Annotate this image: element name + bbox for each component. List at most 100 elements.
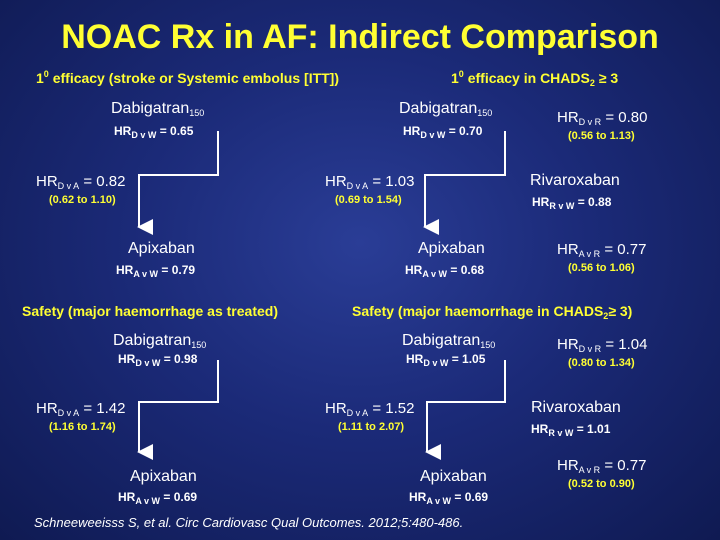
hr-value: = 0.88 [574, 195, 612, 209]
hr-prefix: HR [406, 352, 424, 366]
ci-dvr: (0.80 to 1.34) [568, 357, 635, 369]
citation: Schneeweeisss S, et al. Circ Cardiovasc … [34, 515, 464, 530]
hr-prefix: HR [532, 195, 550, 209]
section-text: ≥ 3 [594, 70, 619, 86]
arrow-saf-right [425, 360, 506, 460]
hr-sub: D v A [57, 408, 80, 418]
hr-value: = 1.01 [573, 422, 611, 436]
hr-sub: A v R [578, 249, 601, 259]
hr-value: = 0.65 [156, 124, 194, 138]
drug-name: Dabigatran [113, 332, 192, 349]
hr-value: = 0.82 [79, 173, 126, 190]
hr-prefix: HR [114, 124, 132, 138]
hr-prefix: HR [325, 173, 347, 190]
hr-prefix: HR [118, 352, 136, 366]
ci-dva: (1.16 to 1.74) [49, 421, 116, 433]
hr-dvw: HRD v W = 0.65 [114, 124, 193, 140]
hr-prefix: HR [557, 109, 579, 126]
drug-name: Dabigatran [399, 100, 478, 117]
hr-dva: HRD v A = 1.03 [325, 173, 414, 191]
hr-value: = 0.70 [445, 124, 483, 138]
section-safety-left: Safety (major haemorrhage as treated) [22, 303, 278, 319]
section-text: Safety (major haemorrhage in CHADS [352, 303, 604, 319]
hr-sub: D v W [131, 130, 157, 140]
hr-value: = 1.05 [448, 352, 486, 366]
arrow-saf-left [137, 360, 219, 460]
drug-dose: 150 [477, 108, 493, 118]
hr-prefix: HR [325, 400, 347, 417]
drug-dose: 150 [189, 108, 205, 118]
arrow-eff-left [137, 131, 219, 235]
section-sup: 0 [458, 69, 464, 79]
hr-value: = 0.68 [447, 263, 485, 277]
dabigatran-label: Dabigatran150 [111, 100, 204, 118]
hr-sub: D v A [57, 181, 80, 191]
hr-value: = 0.77 [600, 457, 647, 474]
hr-dva: HRD v A = 1.42 [36, 400, 125, 418]
hr-prefix: HR [557, 336, 579, 353]
hr-value: = 1.03 [368, 173, 415, 190]
hr-sub: R v W [548, 428, 574, 438]
hr-prefix: HR [36, 173, 58, 190]
hr-sub: A v W [426, 496, 452, 506]
apixaban-label: Apixaban [420, 468, 487, 485]
arrow-eff-right [423, 131, 506, 235]
section-safety-right: Safety (major haemorrhage in CHADS2≥ 3) [352, 303, 632, 321]
hr-sub: A v W [422, 269, 448, 279]
ci-avr: (0.52 to 0.90) [568, 478, 635, 490]
hr-dvr: HRD v R = 1.04 [557, 336, 647, 354]
hr-dvw: HRD v W = 0.70 [403, 124, 482, 140]
hr-prefix: HR [118, 490, 136, 504]
hr-value: = 0.98 [160, 352, 198, 366]
hr-sub: R v W [549, 201, 575, 211]
hr-dva: HRD v A = 1.52 [325, 400, 414, 418]
hr-sub: A v W [133, 269, 159, 279]
hr-value: = 0.80 [601, 109, 648, 126]
hr-avr: HRA v R = 0.77 [557, 457, 646, 475]
section-text: 1 [36, 70, 44, 86]
hr-dvw: HRD v W = 1.05 [406, 352, 485, 368]
hr-value: = 1.04 [601, 336, 648, 353]
section-text: efficacy (stroke or Systemic embolus [IT… [48, 70, 340, 86]
hr-dvw: HRD v W = 0.98 [118, 352, 197, 368]
apixaban-label: Apixaban [128, 240, 195, 257]
drug-name: Dabigatran [111, 100, 190, 117]
hr-avw: HRA v W = 0.69 [409, 490, 488, 506]
hr-rvw: HRR v W = 1.01 [531, 422, 610, 438]
page-title: NOAC Rx in AF: Indirect Comparison [61, 18, 659, 56]
hr-prefix: HR [405, 263, 423, 277]
dabigatran-label: Dabigatran150 [402, 332, 495, 350]
hr-prefix: HR [557, 241, 579, 258]
section-text: 1 [451, 70, 459, 86]
hr-value: = 0.69 [160, 490, 198, 504]
hr-value: = 1.52 [368, 400, 415, 417]
hr-sub: D v A [346, 408, 369, 418]
section-sub: 2 [603, 311, 609, 321]
apixaban-label: Apixaban [418, 240, 485, 257]
hr-value: = 0.69 [451, 490, 489, 504]
drug-dose: 150 [480, 340, 496, 350]
hr-prefix: HR [531, 422, 549, 436]
hr-rvw: HRR v W = 0.88 [532, 195, 611, 211]
hr-sub: D v W [420, 130, 446, 140]
section-efficacy-left: 10 efficacy (stroke or Systemic embolus … [36, 69, 339, 86]
hr-dva: HRD v A = 0.82 [36, 173, 125, 191]
ci-dva: (1.11 to 2.07) [338, 421, 405, 433]
ci-dvr: (0.56 to 1.13) [568, 130, 635, 142]
hr-sub: D v W [135, 358, 161, 368]
dabigatran-label: Dabigatran150 [399, 100, 492, 118]
hr-avw: HRA v W = 0.69 [118, 490, 197, 506]
section-text: efficacy in CHADS [463, 70, 590, 86]
section-sup: 0 [43, 69, 49, 79]
hr-sub: D v A [346, 181, 369, 191]
hr-value: = 0.79 [158, 263, 196, 277]
rivaroxaban-label: Rivaroxaban [531, 399, 621, 416]
drug-name: Dabigatran [402, 332, 481, 349]
hr-dvr: HRD v R = 0.80 [557, 109, 647, 127]
hr-value: = 0.77 [600, 241, 647, 258]
hr-prefix: HR [116, 263, 134, 277]
hr-prefix: HR [557, 457, 579, 474]
hr-sub: A v W [135, 496, 161, 506]
hr-prefix: HR [403, 124, 421, 138]
